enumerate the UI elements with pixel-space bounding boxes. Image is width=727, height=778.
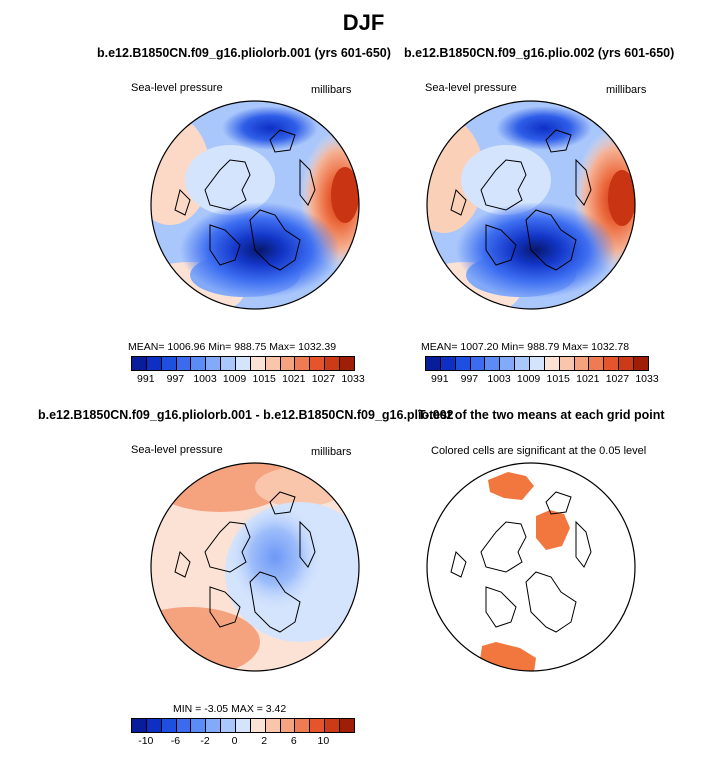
panel3-colorbar-swatch — [280, 719, 296, 732]
panel2-colorbar-swatch — [440, 357, 456, 370]
panel1-polar-map — [150, 100, 360, 310]
panel2-colorbar — [425, 356, 649, 371]
panel1-colorbar-tick-label: 1033 — [341, 373, 365, 385]
panel3-colorbar-tick-label: 6 — [290, 735, 297, 747]
panel2-colorbar-swatch — [426, 357, 441, 370]
panel2-colorbar-tick-label: 1027 — [605, 373, 630, 385]
panel1-colorbar-swatch — [221, 357, 237, 370]
panel1-colorbar-swatch — [280, 357, 296, 370]
panel3-colorbar — [131, 718, 355, 733]
panel1-colorbar-tick-label: 997 — [166, 373, 185, 385]
panel3-colorbar-swatch — [325, 719, 341, 732]
panel3-colorbar-swatch — [265, 719, 281, 732]
panel2-colorbar-tick-label: 997 — [460, 373, 479, 385]
panel1-colorbar-swatch — [132, 357, 147, 370]
panel2-colorbar-tick-label: 1033 — [635, 373, 659, 385]
panel2-colorbar-swatch — [544, 357, 560, 370]
panel3-colorbar-tick-label: -2 — [200, 735, 210, 747]
panel2-colorbar-swatch — [619, 357, 635, 370]
panel1-left-label: Sea-level pressure — [131, 82, 223, 94]
panel1-colorbar-tick-label: 1021 — [282, 373, 306, 385]
panel1-colorbar-swatch — [161, 357, 177, 370]
significant-cells — [480, 472, 570, 671]
panel3-colorbar-tick-label: -10 — [138, 735, 154, 747]
panel3-colorbar-tick-label: 10 — [317, 735, 330, 747]
panel2-colorbar-tick-label: 991 — [431, 373, 449, 385]
panel2-run-title: b.e12.B1850CN.f09_g16.plio.002 (yrs 601-… — [404, 46, 675, 60]
panel1-colorbar-swatch — [146, 357, 162, 370]
panel2-colorbar-swatch — [455, 357, 471, 370]
panel1-colorbar-ticks: 991 997 1003 1009 1015 1021 1027 1033 — [131, 373, 365, 385]
panel2-left-label: Sea-level pressure — [425, 82, 517, 94]
panel1-colorbar — [131, 356, 355, 371]
panel1-stats: MEAN= 1006.96 Min= 988.75 Max= 1032.39 — [128, 341, 337, 353]
panel1-colorbar-swatch — [191, 357, 207, 370]
panel3-colorbar-ticks: -10 -6 -2 0 2 6 10 — [131, 735, 353, 747]
panel2-colorbar-swatch — [530, 357, 545, 370]
panel1-colorbar-swatch — [265, 357, 281, 370]
panel1-colorbar-tick-label: 1015 — [252, 373, 276, 385]
panel1-colorbar-tick-label: 1009 — [222, 373, 247, 385]
panel3-colorbar-swatch — [146, 719, 162, 732]
panel3-colorbar-swatch — [221, 719, 237, 732]
panel3-colorbar-swatch — [206, 719, 222, 732]
panel2-colorbar-swatch — [515, 357, 531, 370]
panel3-colorbar-swatch — [236, 719, 251, 732]
panel2-colorbar-tick-label: 1015 — [546, 373, 570, 385]
panel3-colorbar-swatch — [191, 719, 207, 732]
panel1-run-title: b.e12.B1850CN.f09_g16.pliolorb.001 (yrs … — [97, 46, 391, 60]
panel1-colorbar-swatch — [325, 357, 341, 370]
panel2-colorbar-swatch — [634, 357, 648, 370]
panel2-colorbar-swatch — [589, 357, 605, 370]
panel3-colorbar-tick-label: 2 — [261, 735, 268, 747]
panel3-colorbar-swatch — [340, 719, 354, 732]
panel3-units-label: millibars — [311, 446, 352, 458]
panel3-stats: MIN = -3.05 MAX = 3.42 — [173, 703, 287, 715]
panel2-colorbar-tick-label: 1021 — [576, 373, 600, 385]
panel3-colorbar-swatch — [295, 719, 311, 732]
panel2-colorbar-swatch — [604, 357, 620, 370]
panel2-colorbar-swatch — [500, 357, 516, 370]
panel1-colorbar-swatch — [206, 357, 222, 370]
panel2-colorbar-swatch — [559, 357, 575, 370]
panel2-colorbar-ticks: 991 997 1003 1009 1015 1021 1027 1033 — [425, 373, 659, 385]
panel3-colorbar-swatch — [250, 719, 266, 732]
panel3-colorbar-swatch — [310, 719, 326, 732]
panel2-colorbar-swatch — [470, 357, 486, 370]
panel3-colorbar-tick-label: -6 — [170, 735, 181, 747]
panel1-colorbar-swatch — [295, 357, 311, 370]
panel1-colorbar-swatch — [310, 357, 326, 370]
panel1-colorbar-swatch — [236, 357, 251, 370]
panel4-left-label: Colored cells are significant at the 0.0… — [431, 445, 647, 457]
panel1-colorbar-swatch — [250, 357, 266, 370]
panel3-colorbar-swatch — [176, 719, 192, 732]
figure-title: DJF — [342, 10, 385, 35]
panel4-title: T-test of the two means at each grid poi… — [418, 408, 665, 422]
panel2-stats: MEAN= 1007.20 Min= 988.79 Max= 1032.78 — [421, 341, 630, 353]
panel2-colorbar-tick-label: 1003 — [487, 373, 511, 385]
panel2-colorbar-swatch — [574, 357, 590, 370]
panel1-colorbar-tick-label: 991 — [137, 373, 155, 385]
panel1-colorbar-swatch — [340, 357, 354, 370]
panel2-polar-map — [426, 100, 636, 310]
panel1-colorbar-tick-label: 1003 — [193, 373, 217, 385]
panel3-colorbar-tick-label: 0 — [231, 735, 238, 747]
panel1-colorbar-swatch — [176, 357, 192, 370]
panel2-units-label: millibars — [606, 84, 647, 96]
panel3-polar-map — [150, 462, 360, 672]
panel1-units-label: millibars — [311, 84, 352, 96]
panel3-colorbar-swatch — [132, 719, 147, 732]
panel3-left-label: Sea-level pressure — [131, 444, 223, 456]
panel3-run-title: b.e12.B1850CN.f09_g16.pliolorb.001 - b.e… — [38, 408, 454, 422]
panel2-colorbar-tick-label: 1009 — [516, 373, 541, 385]
panel1-colorbar-tick-label: 1027 — [311, 373, 336, 385]
panel2-colorbar-swatch — [485, 357, 501, 370]
panel3-colorbar-swatch — [161, 719, 177, 732]
panel4-polar-map — [426, 462, 636, 672]
